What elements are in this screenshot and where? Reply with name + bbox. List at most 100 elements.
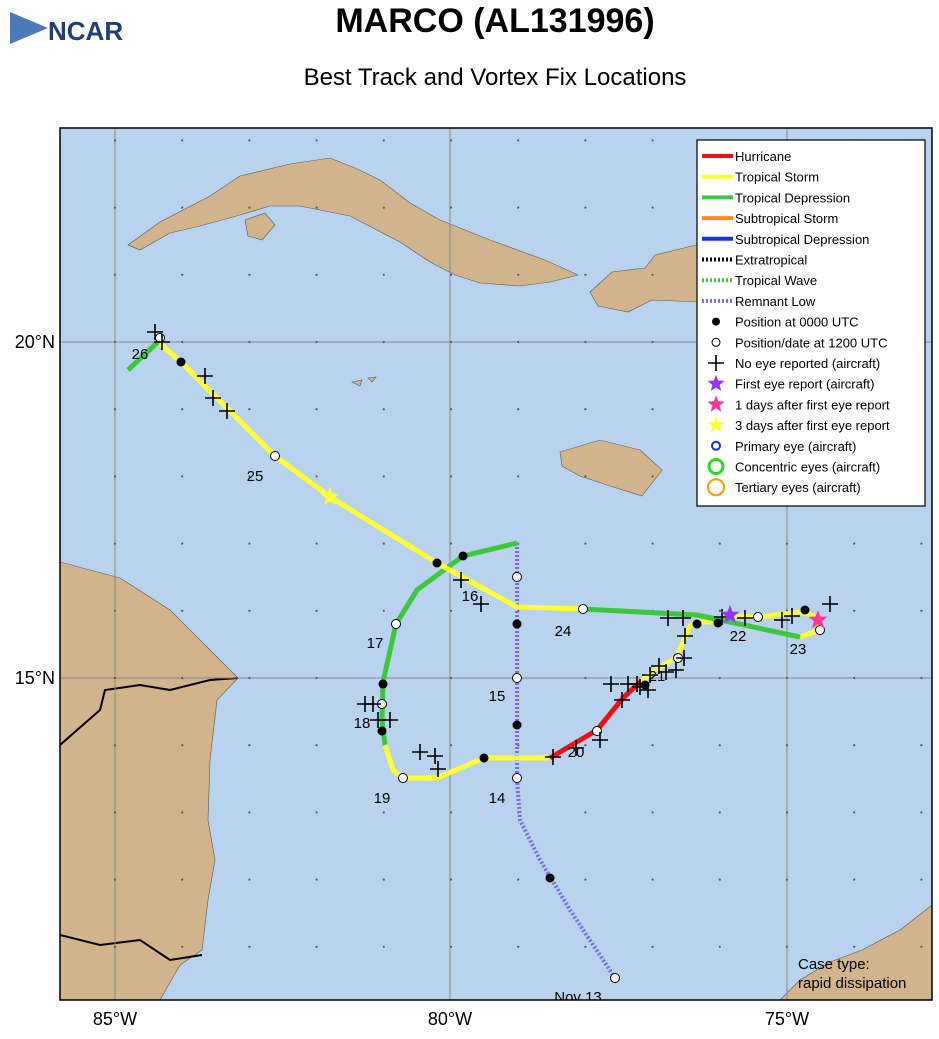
legend-swatch xyxy=(707,395,725,412)
date-label: 17 xyxy=(367,635,384,652)
legend-swatch xyxy=(712,317,720,326)
degree-dot xyxy=(853,945,856,948)
degree-dot xyxy=(718,744,721,747)
degree-dot xyxy=(651,408,654,411)
degree-dot xyxy=(517,475,520,478)
track-hurricane xyxy=(548,680,642,761)
degree-dot xyxy=(584,475,587,478)
case-type-line: Case type: xyxy=(798,956,870,973)
positions-1200 xyxy=(155,333,825,983)
subtitle: Best Track and Vortex Fix Locations xyxy=(304,64,687,91)
no-eye-cross xyxy=(154,334,170,350)
legend-swatch xyxy=(708,355,724,371)
degree-dot xyxy=(113,542,117,545)
degree-dot xyxy=(113,273,117,276)
cayman-islands xyxy=(351,376,377,387)
date-label: Nov 13 xyxy=(554,989,602,1006)
no-eye-cross xyxy=(629,676,645,692)
degree-dot xyxy=(315,609,318,612)
date-label: 16 xyxy=(462,588,479,605)
degree-dot xyxy=(248,878,251,881)
date-label: 19 xyxy=(374,790,391,807)
degree-dot xyxy=(315,676,318,680)
position-0000 xyxy=(432,558,442,568)
degree-dot xyxy=(517,273,520,276)
degree-dot xyxy=(584,811,587,814)
degree-dot xyxy=(248,273,251,276)
no-eye-cross xyxy=(365,696,381,712)
position-0000 xyxy=(800,605,810,615)
degree-dot xyxy=(382,945,385,948)
degree-dot xyxy=(920,744,923,747)
legend-box xyxy=(696,139,926,507)
degree-dot xyxy=(920,542,923,545)
no-eye-cross xyxy=(668,662,684,678)
degree-dot xyxy=(47,543,49,545)
degree-dot xyxy=(853,744,856,747)
degree-dot xyxy=(382,878,385,881)
position-1200 xyxy=(512,773,522,783)
jamaica xyxy=(559,439,663,497)
lon-label: 80°W xyxy=(428,1009,472,1029)
date-label: 26 xyxy=(132,346,149,363)
no-eye-cross xyxy=(219,403,235,419)
logo: NCAR xyxy=(10,12,123,46)
legend-label: Concentric eyes (aircraft) xyxy=(735,460,880,475)
date-labels: 26 25 16 17 24 22 23 15 18 19 14 20 21 N… xyxy=(132,346,807,1006)
degree-dot xyxy=(248,408,251,411)
no-eye-cross xyxy=(382,712,398,728)
degree-dot xyxy=(181,475,184,478)
degree-dot xyxy=(47,207,49,209)
position-0000 xyxy=(458,551,468,561)
position-0000 xyxy=(713,618,723,628)
degree-dot xyxy=(584,139,587,142)
title: MARCO (AL131996) xyxy=(335,2,654,40)
degree-dot xyxy=(248,139,251,142)
degree-dot xyxy=(718,878,721,881)
degree-dot xyxy=(517,340,520,344)
degree-dot xyxy=(517,206,520,209)
legend-label: 3 days after first eye report xyxy=(735,418,890,433)
position-0000 xyxy=(512,720,522,730)
no-eye-cross xyxy=(675,610,691,626)
degree-dot xyxy=(113,878,117,881)
degree-dot xyxy=(315,542,318,545)
no-eye-cross xyxy=(592,732,608,748)
axis-labels: 85°W 80°W 75°W 20°N 15°N xyxy=(15,332,809,1029)
lon-label: 85°W xyxy=(93,1009,137,1029)
no-eye-cross xyxy=(658,664,674,680)
date-label: 23 xyxy=(790,641,807,658)
no-eye-cross xyxy=(614,692,630,708)
lat-label: 15°N xyxy=(15,668,55,688)
map-frame xyxy=(59,127,933,1001)
degree-dot xyxy=(181,676,184,680)
date-label: 21 xyxy=(649,668,666,685)
logo-text: NCAR xyxy=(48,16,123,46)
degree-dot xyxy=(785,542,789,545)
logo-mark xyxy=(10,12,48,44)
date-label: 22 xyxy=(730,628,747,645)
track-tropical-depression xyxy=(126,340,160,372)
track-tropical-storm xyxy=(382,744,550,781)
degree-dot xyxy=(584,542,587,545)
degree-dot xyxy=(181,340,184,344)
degree-dot xyxy=(181,139,184,142)
legend-swatch xyxy=(707,416,725,433)
degree-dot xyxy=(113,475,117,478)
no-eye-cross xyxy=(822,596,838,612)
position-1200 xyxy=(610,973,620,983)
degree-dot xyxy=(853,609,856,612)
position-1200 xyxy=(391,619,401,629)
degree-dot xyxy=(248,340,251,344)
position-0000 xyxy=(176,357,186,367)
degree-dot xyxy=(113,945,117,948)
degree-dot xyxy=(584,676,587,680)
no-eye-cross xyxy=(545,749,561,765)
degree-dot xyxy=(248,811,251,814)
degree-dot xyxy=(181,206,184,209)
no-eye-cross xyxy=(642,667,658,683)
position-1200 xyxy=(398,773,408,783)
degree-dot xyxy=(113,340,117,344)
degree-dot xyxy=(718,609,721,612)
